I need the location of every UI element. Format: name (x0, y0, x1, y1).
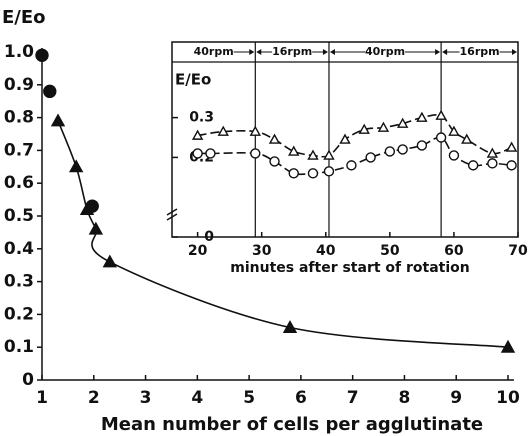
x-tick-label: 9 (450, 388, 462, 408)
y-tick-label: 0.7 (4, 140, 34, 160)
data-point (416, 140, 428, 151)
y-tick-label: 0 (22, 370, 34, 390)
data-point (88, 221, 104, 235)
data-point (461, 133, 473, 144)
data-point (396, 117, 409, 128)
x-tick-label: 8 (399, 388, 411, 408)
data-point (217, 125, 229, 136)
data-point (377, 121, 390, 132)
data-point (68, 159, 84, 173)
data-point (435, 109, 447, 120)
data-point (268, 133, 281, 144)
y-axis-label: E/Eo (175, 71, 211, 89)
phase-arrowhead (322, 49, 328, 55)
data-point (50, 113, 66, 127)
data-point (288, 145, 300, 156)
data-point (307, 149, 319, 160)
data-point (346, 160, 357, 171)
data-point (288, 168, 299, 179)
data-point (79, 201, 95, 215)
data-point (365, 152, 376, 163)
data-point (102, 254, 118, 268)
axis-break (166, 213, 178, 221)
data-point (205, 148, 216, 159)
data-point (358, 123, 370, 134)
data-point (192, 148, 203, 159)
x-tick-label: 70 (508, 243, 528, 259)
data-point (448, 150, 460, 161)
y-tick-label: 0.8 (4, 108, 34, 128)
x-tick-label: 6 (295, 388, 307, 408)
y-tick-label: 0.9 (4, 75, 34, 95)
data-point (416, 111, 428, 122)
data-point (339, 133, 351, 144)
data-point (269, 156, 280, 167)
axis-break (166, 208, 178, 216)
y-tick-label: 0.4 (4, 239, 34, 259)
series-line (57, 120, 509, 348)
series-line (197, 113, 512, 158)
data-point (505, 141, 518, 152)
y-tick-label: 0.5 (4, 206, 34, 226)
x-tick-label: 30 (252, 243, 272, 259)
x-tick-label: 40 (316, 243, 336, 259)
data-point (487, 158, 498, 169)
data-point (307, 168, 319, 179)
phase-arrowhead (435, 49, 441, 55)
data-point (506, 160, 517, 171)
phase-label: 16rpm (272, 45, 312, 58)
x-tick-label: 5 (243, 388, 255, 408)
x-tick-label: 50 (380, 243, 400, 259)
phase-arrowhead (256, 49, 262, 55)
y-tick-label: 0.2 (4, 304, 34, 324)
x-tick-label: 20 (188, 243, 208, 259)
data-point (435, 132, 447, 143)
x-tick-label: 3 (140, 388, 152, 408)
data-point (384, 146, 396, 157)
y-tick-label: 0.3 (189, 110, 214, 126)
x-tick-label: 60 (444, 243, 464, 259)
x-tick-label: 7 (347, 388, 359, 408)
x-tick-label: 2 (88, 388, 100, 408)
data-point (448, 125, 460, 136)
x-tick-label: 10 (496, 388, 520, 408)
y-tick-label: 0.1 (4, 337, 34, 357)
x-axis-label: minutes after start of rotation (230, 260, 469, 276)
phase-arrowhead (512, 49, 517, 55)
x-tick-label: 1 (36, 388, 48, 408)
x-axis-label: Mean number of cells per agglutinate (101, 414, 483, 435)
phase-arrowhead (442, 49, 448, 55)
phase-label: 40rpm (365, 45, 405, 58)
data-point (500, 339, 516, 353)
y-tick-label: 0.3 (4, 272, 34, 292)
data-point (43, 84, 57, 99)
phase-label: 40rpm (194, 45, 234, 58)
data-point (282, 320, 298, 334)
y-tick-label: 0 (204, 229, 214, 245)
series-line (197, 136, 512, 176)
phase-arrowhead (249, 49, 255, 55)
data-point (323, 149, 335, 160)
data-point (486, 147, 499, 158)
data-point (191, 129, 204, 140)
phase-arrowhead (329, 49, 335, 55)
data-point (323, 166, 335, 177)
data-point (35, 48, 49, 62)
phase-label: 16rpm (460, 45, 500, 58)
data-point (249, 125, 261, 136)
data-point (467, 160, 479, 171)
y-tick-label: 1.0 (4, 42, 34, 62)
x-tick-label: 4 (191, 388, 203, 408)
y-axis-label: E/Eo (2, 7, 46, 28)
data-point (397, 144, 408, 155)
y-tick-label: 0.6 (4, 173, 34, 193)
data-point (250, 148, 261, 159)
